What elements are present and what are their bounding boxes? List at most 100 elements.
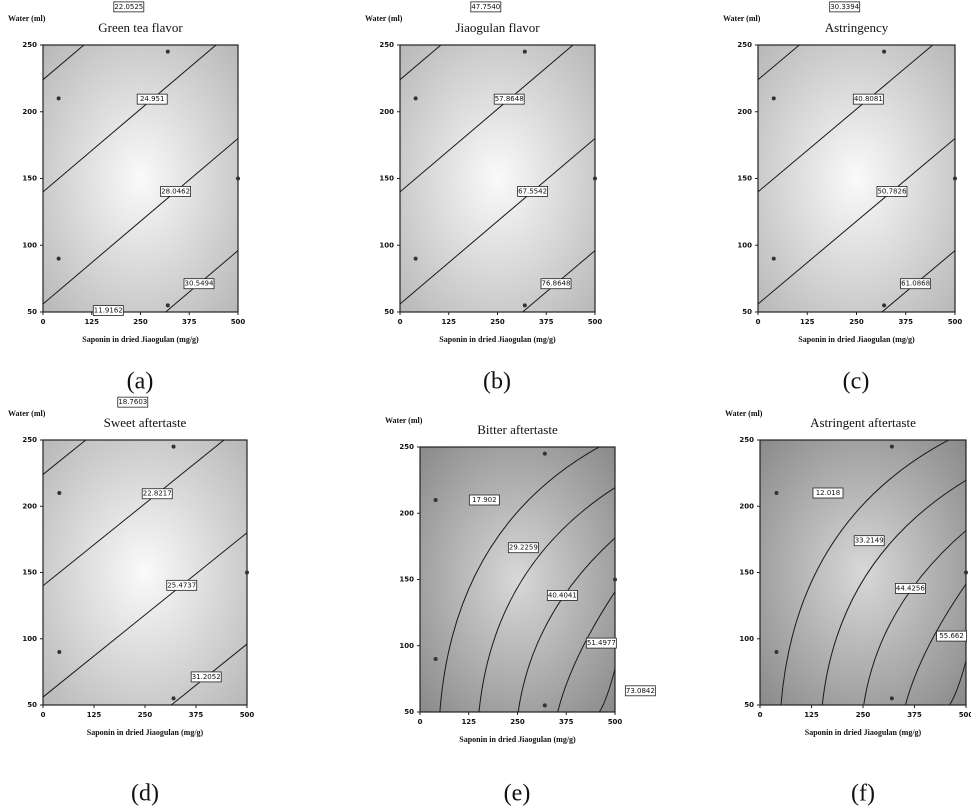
design-point (882, 303, 886, 307)
contour-label: 29.2259 (509, 544, 538, 552)
panel-label: (f) (851, 781, 875, 807)
design-point (882, 50, 886, 54)
design-point (523, 303, 527, 307)
x-tick-label: 0 (418, 718, 423, 726)
x-tick-label: 0 (41, 318, 46, 326)
contour-label: 57.8648 (495, 95, 524, 103)
y-axis-label: Water (ml) (8, 14, 46, 23)
y-tick-label: 100 (22, 241, 37, 249)
y-axis-label: Water (ml) (8, 409, 46, 418)
contour-label: 73.0842 (626, 687, 655, 695)
x-tick-label: 0 (756, 318, 761, 326)
x-tick-label: 375 (182, 318, 197, 326)
design-point (172, 445, 176, 449)
y-tick-label: 50 (742, 308, 752, 316)
y-tick-label: 250 (22, 436, 37, 444)
panel-title: Green tea flavor (98, 20, 183, 35)
x-tick-label: 125 (461, 718, 476, 726)
y-tick-label: 100 (379, 241, 394, 249)
x-tick-label: 125 (87, 711, 102, 719)
contour-label: 67.5542 (518, 187, 547, 195)
x-tick-label: 375 (189, 711, 204, 719)
y-tick-label: 50 (27, 701, 37, 709)
design-point (774, 491, 778, 495)
contour-label: 44.4256 (896, 584, 925, 592)
design-point (434, 498, 438, 502)
plot-area (420, 447, 615, 712)
design-point (245, 571, 249, 575)
panel-title: Astringency (825, 20, 889, 35)
y-tick-label: 150 (22, 569, 37, 577)
y-axis-label: Water (ml) (725, 409, 763, 418)
plot-area (400, 45, 595, 312)
panel-title: Sweet aftertaste (104, 415, 187, 430)
design-point (774, 650, 778, 654)
y-tick-label: 200 (379, 108, 394, 116)
x-tick-label: 250 (490, 318, 505, 326)
design-point (57, 650, 61, 654)
x-tick-label: 125 (84, 318, 99, 326)
y-axis-label: Water (ml) (385, 416, 423, 425)
design-point (772, 96, 776, 100)
y-tick-label: 100 (22, 635, 37, 643)
x-tick-label: 250 (138, 711, 153, 719)
design-point (166, 50, 170, 54)
y-tick-label: 100 (739, 635, 754, 643)
design-point (434, 657, 438, 661)
contour-label: 76.8648 (542, 280, 571, 288)
design-point (613, 578, 617, 582)
contour-label: 30.3394 (830, 3, 859, 11)
y-tick-label: 50 (384, 308, 394, 316)
y-tick-label: 100 (399, 642, 414, 650)
x-tick-label: 375 (898, 318, 913, 326)
x-tick-label: 250 (133, 318, 148, 326)
x-tick-label: 500 (588, 318, 603, 326)
design-point (593, 177, 597, 181)
contour-label: 22.0525 (114, 3, 143, 11)
contour-label: 47.7540 (471, 3, 500, 11)
contour-label: 17.902 (472, 496, 497, 504)
y-tick-label: 150 (739, 569, 754, 577)
y-tick-label: 50 (744, 701, 754, 709)
y-tick-label: 200 (399, 509, 414, 517)
design-point (57, 257, 61, 261)
y-tick-label: 100 (737, 241, 752, 249)
contour-label: 40.4041 (548, 591, 577, 599)
contour-label: 12.018 (816, 489, 841, 497)
x-axis-label: Saponin in dried Jiaogulan (mg/g) (439, 335, 556, 344)
contour-label: 25.4737 (167, 581, 196, 589)
y-tick-label: 200 (739, 502, 754, 510)
panel-title: Bitter aftertaste (477, 422, 558, 437)
design-point (57, 491, 61, 495)
plot-area (758, 45, 955, 312)
y-tick-label: 200 (22, 502, 37, 510)
plot-area (43, 440, 247, 705)
contour-label: 31.2052 (192, 673, 221, 681)
x-tick-label: 0 (398, 318, 403, 326)
x-tick-label: 500 (231, 318, 246, 326)
contour-label: 30.5494 (185, 280, 214, 288)
design-point (166, 303, 170, 307)
y-tick-label: 200 (22, 108, 37, 116)
panel-label: (c) (843, 369, 870, 395)
panel: Astringent aftertasteWater (ml)Saponin i… (725, 409, 971, 807)
x-tick-label: 500 (608, 718, 623, 726)
x-tick-label: 125 (800, 318, 815, 326)
contour-label: 33.2149 (855, 537, 884, 545)
design-point (414, 257, 418, 261)
contour-label: 28.0462 (161, 187, 190, 195)
x-axis-label: Saponin in dried Jiaogulan (mg/g) (82, 335, 199, 344)
x-tick-label: 125 (441, 318, 456, 326)
panel-label: (e) (504, 781, 531, 807)
x-tick-label: 0 (758, 711, 763, 719)
design-point (772, 257, 776, 261)
figure: Green tea flavor Water (ml) Saponin in dri… (0, 0, 971, 810)
y-tick-label: 150 (22, 175, 37, 183)
y-tick-label: 250 (379, 41, 394, 49)
panel-title: Astringent aftertaste (810, 415, 916, 430)
contour-label: 50.7826 (877, 187, 906, 195)
design-point (953, 177, 957, 181)
contour-label: 18.7603 (118, 398, 147, 406)
x-tick-label: 500 (240, 711, 255, 719)
